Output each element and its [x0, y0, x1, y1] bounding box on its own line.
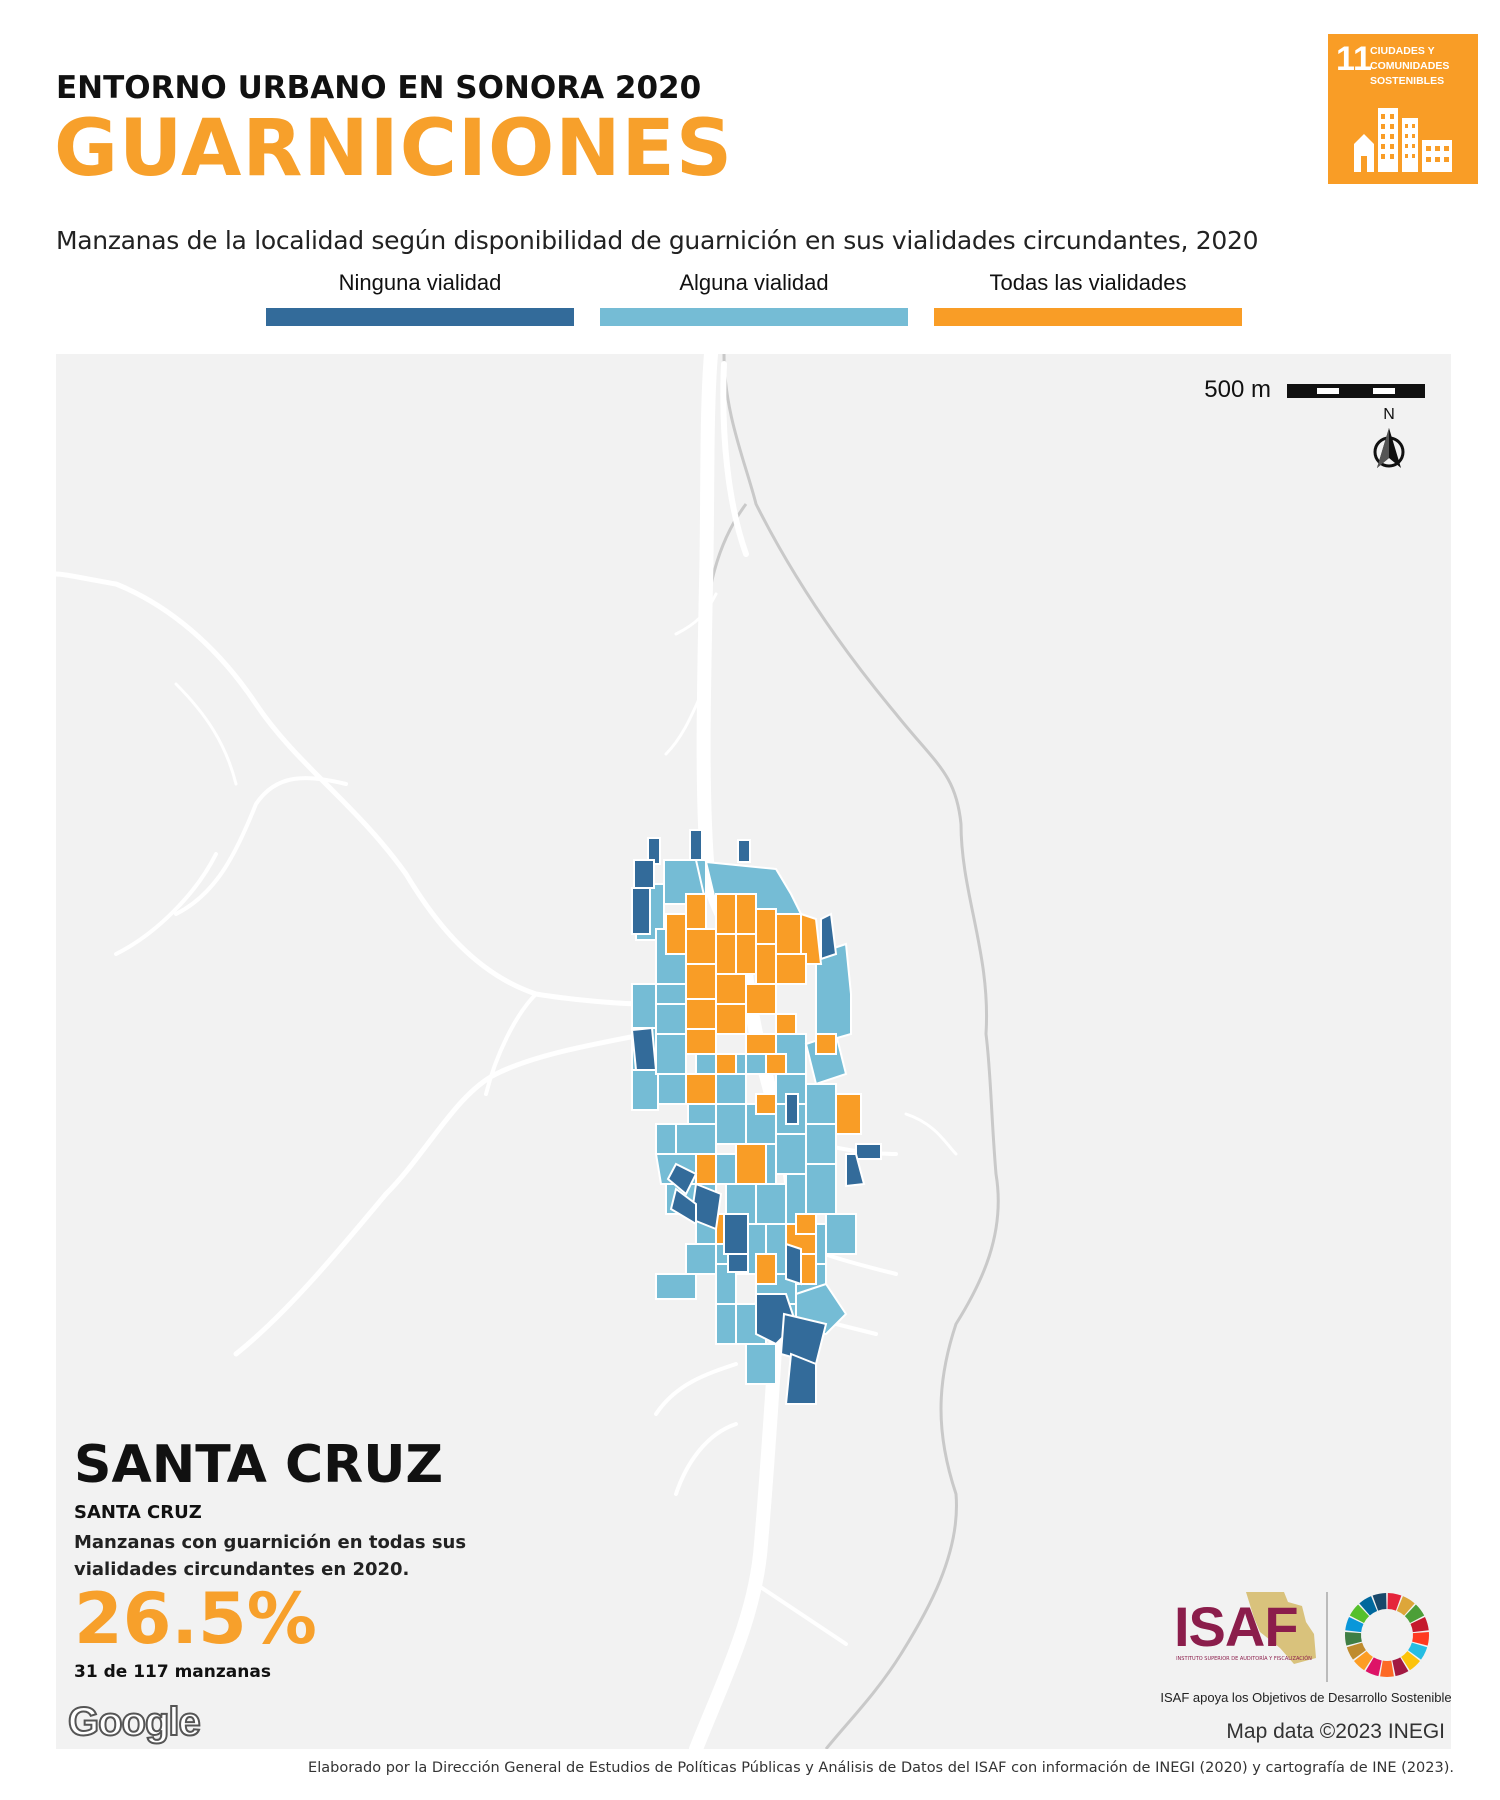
sdg-wheel-segment — [1349, 1604, 1370, 1623]
sdg-11-badge: 11 CIUDADES Y COMUNIDADES SOSTENIBLES — [1328, 34, 1478, 184]
sdg-wheel-segment — [1346, 1642, 1366, 1660]
isaf-logo-block: ISAF INSTITUTO SUPERIOR DE AUDITORÍA Y F… — [1156, 1584, 1451, 1705]
legend-item-some: Alguna vialidad — [600, 270, 908, 326]
legend-label: Ninguna vialidad — [338, 270, 502, 295]
sdg-wheel-segment — [1365, 1657, 1382, 1677]
page-title: GUARNICIONES — [54, 104, 733, 194]
sdg-wheel-segment — [1345, 1631, 1362, 1646]
blocks-all-roads — [665, 893, 862, 1285]
sdg-wheel-icon — [1345, 1593, 1429, 1677]
north-label: N — [1383, 406, 1395, 423]
sdg-wheel-segment — [1401, 1651, 1421, 1671]
city-blocks — [630, 829, 882, 1405]
map-credit: Map data ©2023 INEGI — [1226, 1720, 1445, 1743]
sdg-wheel-segment — [1412, 1631, 1429, 1646]
legend-label: Todas las vialidades — [989, 270, 1187, 295]
sdg-wheel-segment — [1408, 1642, 1428, 1660]
sdg-wheel-segment — [1372, 1593, 1387, 1611]
map-subtitle: Manzanas de la localidad según disponibi… — [56, 226, 1259, 255]
scale-label: 500 m — [1204, 376, 1271, 403]
legend-item-none: Ninguna vialidad — [266, 270, 574, 326]
metric-count: 31 de 117 manzanas — [74, 1662, 271, 1682]
google-logo: Google — [67, 1699, 202, 1745]
map-layer[interactable] — [56, 354, 1451, 1749]
kicker-title: ENTORNO URBANO EN SONORA 2020 — [56, 70, 702, 106]
map-canvas[interactable]: 500 m N SANTA CRUZ SANTA CRUZ Manzanas c… — [56, 354, 1451, 1749]
legend-swatch — [266, 308, 574, 326]
isaf-logo-subtext: INSTITUTO SUPERIOR DE AUDITORÍA Y FISCAL… — [1176, 1656, 1312, 1662]
legend-item-all: Todas las vialidades — [934, 270, 1242, 326]
sdg-wheel-segment — [1345, 1617, 1364, 1633]
logo-divider — [1326, 1592, 1328, 1682]
metric-description: Manzanas con guarnición en todas sus via… — [74, 1532, 467, 1580]
sdg-wheel-segment — [1396, 1596, 1415, 1616]
north-arrow-icon — [1373, 428, 1405, 468]
sdg-wheel-segment — [1387, 1593, 1402, 1611]
sdg-wheel-segment — [1392, 1657, 1409, 1677]
legend-label: Alguna vialidad — [679, 270, 829, 295]
sdg-wheel-segment — [1353, 1651, 1373, 1671]
isaf-logo-text: ISAF — [1174, 1595, 1299, 1658]
north-arrow: N — [1367, 406, 1411, 476]
isaf-caption: ISAF apoya los Objetivos de Desarrollo S… — [1160, 1690, 1451, 1705]
scale-bar — [1287, 384, 1425, 398]
legend-swatch — [600, 308, 908, 326]
sonora-map-icon — [1246, 1592, 1316, 1664]
sdg-text: CIUDADES Y COMUNIDADES SOSTENIBLES — [1370, 45, 1450, 88]
legend-swatch — [934, 308, 1242, 326]
sdg-number: 11 — [1336, 40, 1372, 78]
municipality-name: SANTA CRUZ — [74, 1435, 444, 1495]
city-buildings-icon — [1354, 108, 1452, 172]
sdg-wheel-segment — [1404, 1604, 1425, 1623]
sdg-wheel-segment — [1380, 1660, 1394, 1677]
blocks-no-roads — [630, 829, 882, 1405]
locality-name: SANTA CRUZ — [74, 1502, 202, 1523]
metric-percent: 26.5% — [74, 1578, 317, 1660]
sdg-wheel-segment — [1359, 1596, 1378, 1616]
footer-source: Elaborado por la Dirección General de Es… — [308, 1760, 1454, 1776]
sdg-wheel-segment — [1410, 1617, 1429, 1633]
